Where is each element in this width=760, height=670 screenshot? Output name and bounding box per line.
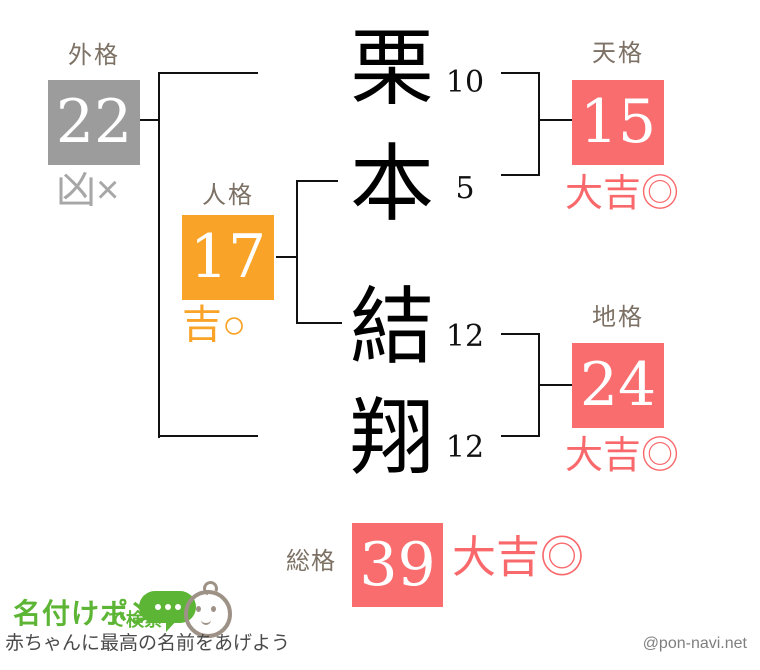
- gaikaku-bracket-top: [158, 72, 258, 74]
- soukaku-score-box: 39: [352, 523, 443, 607]
- name-char-3: 結: [349, 278, 434, 376]
- site-credit: @pon-navi.net: [642, 635, 747, 652]
- chikaku-bracket-vertical: [538, 333, 540, 437]
- name-char-2: 本: [349, 135, 434, 233]
- name-char-1: 栗: [349, 19, 434, 117]
- chikaku-label: 地格: [592, 304, 644, 331]
- soukaku-score: 39: [359, 529, 436, 600]
- logo-text: 名付けポン: [13, 598, 159, 629]
- jinkaku-bracket-top: [296, 180, 338, 182]
- chikaku-bracket-bottom: [501, 435, 538, 437]
- chikaku-box-connector: [540, 384, 572, 386]
- chikaku-score-box: 24: [572, 343, 664, 428]
- stroke-count-4: 12: [445, 430, 485, 465]
- jinkaku-bracket-bottom: [296, 322, 342, 324]
- jinkaku-box-connector: [276, 256, 296, 258]
- baby-mouth: [201, 617, 211, 625]
- stroke-count-2: 5: [455, 171, 475, 206]
- jinkaku-fortune: 吉○: [182, 303, 247, 347]
- jinkaku-bracket-vertical: [296, 180, 298, 324]
- gaikaku-bracket-vertical: [158, 72, 160, 438]
- tenkaku-score: 15: [579, 87, 657, 157]
- jinkaku-label: 人格: [202, 182, 254, 209]
- gaikaku-score: 22: [55, 87, 133, 157]
- stroke-count-1: 10: [445, 65, 485, 100]
- baby-eye-left: [196, 606, 201, 612]
- gaikaku-bracket-bottom: [158, 435, 258, 437]
- jinkaku-score: 17: [189, 222, 267, 292]
- gaikaku-box-connector: [140, 119, 158, 121]
- baby-face-icon: [184, 590, 232, 638]
- name-char-4: 翔: [349, 389, 434, 487]
- chikaku-score: 24: [579, 350, 657, 420]
- tenkaku-bracket-top: [501, 72, 538, 74]
- tenkaku-bracket-vertical: [538, 72, 540, 176]
- tenkaku-box-connector: [540, 119, 572, 121]
- gaikaku-label: 外格: [68, 42, 120, 69]
- tenkaku-score-box: 15: [572, 80, 664, 165]
- soukaku-label: 総格: [286, 548, 336, 575]
- chikaku-bracket-top: [501, 333, 538, 335]
- chikaku-fortune: 大吉◎: [565, 435, 680, 477]
- stroke-count-3: 12: [445, 319, 485, 354]
- jinkaku-score-box: 17: [182, 215, 274, 300]
- tenkaku-bracket-bottom: [501, 174, 538, 176]
- gaikaku-score-box: 22: [48, 80, 140, 165]
- gaikaku-fortune: 凶×: [56, 168, 120, 212]
- baby-eye-right: [211, 606, 216, 612]
- tenkaku-fortune: 大吉◎: [565, 173, 680, 215]
- soukaku-fortune: 大吉◎: [452, 533, 584, 582]
- tenkaku-label: 天格: [592, 40, 644, 67]
- tagline: 赤ちゃんに最高の名前をあげよう: [5, 633, 291, 654]
- speech-bubble-tail: [166, 618, 179, 632]
